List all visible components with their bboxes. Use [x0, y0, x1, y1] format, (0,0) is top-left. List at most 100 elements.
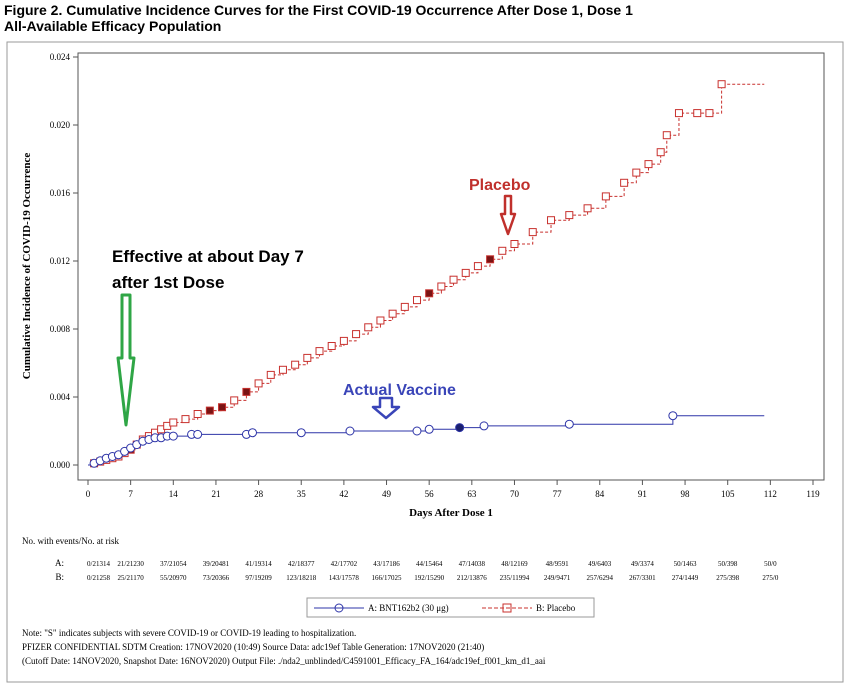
risk-cell: 25/21170 [118, 574, 145, 582]
x-tick-label: 14 [169, 489, 179, 499]
risk-cell: 257/6294 [587, 574, 614, 582]
x-tick-label: 21 [211, 489, 220, 499]
x-tick-label: 56 [425, 489, 435, 499]
figure-title-line2: All-Available Efficacy Population [4, 18, 222, 34]
risk-cell: 97/19209 [245, 574, 272, 582]
risk-cell: 49/6403 [588, 560, 611, 568]
y-axis-label: Cumulative Incidence of COVID-19 Occurre… [21, 153, 33, 380]
vaccine-point [296, 428, 306, 438]
placebo-point [717, 80, 726, 89]
risk-row-label: A: [55, 558, 64, 568]
placebo-point [376, 316, 385, 325]
placebo-point [364, 323, 373, 332]
x-tick-label: 0 [86, 489, 91, 499]
risk-cell: 267/3301 [629, 574, 656, 582]
risk-cell: 123/18218 [286, 574, 316, 582]
y-axis: 0.000 0.004 0.008 0.012 0.016 0.020 0.024 [50, 52, 78, 470]
y-tick-label: 0.004 [50, 392, 71, 402]
vaccine-point [455, 423, 465, 433]
x-tick-label: 98 [681, 489, 691, 499]
x-tick-label: 49 [382, 489, 392, 499]
x-axis: 0 7 14 21 28 35 42 49 56 63 70 77 84 91 98 105 112 119 [86, 480, 820, 499]
placebo-point [242, 387, 251, 396]
placebo-point [620, 178, 629, 187]
placebo-point [674, 109, 683, 118]
vaccine-point [168, 431, 178, 441]
placebo-point [473, 262, 482, 271]
risk-cell: 50/1463 [674, 560, 697, 568]
risk-cell: 235/11994 [500, 574, 530, 582]
placebo-point [291, 360, 300, 369]
green-arrow-icon [116, 293, 136, 427]
y-tick-label: 0.020 [50, 120, 71, 130]
risk-cell: 275/398 [716, 574, 739, 582]
risk-cell: 21/21230 [117, 560, 144, 568]
risk-cell: 48/12169 [501, 560, 528, 568]
placebo-point [449, 275, 458, 284]
placebo-point [486, 255, 495, 264]
risk-cell: 42/17702 [331, 560, 358, 568]
risk-cell: 249/9471 [544, 574, 571, 582]
vaccine-point [345, 426, 355, 436]
placebo-point [352, 330, 361, 339]
placebo-point [218, 403, 227, 412]
risk-cell: 49/3374 [631, 560, 654, 568]
risk-cell: 166/17025 [372, 574, 402, 582]
risk-cell: 212/13876 [457, 574, 487, 582]
y-tick-label: 0.008 [50, 324, 71, 334]
risk-table: A: 0/21314 21/21230 37/21054 39/20481 41/1931… [55, 558, 779, 582]
x-tick-label: 84 [595, 489, 605, 499]
risk-cell: 0/21314 [87, 560, 110, 568]
placebo-point [412, 296, 421, 305]
legend-box [306, 597, 595, 618]
vaccine-point [193, 429, 203, 439]
placebo-point [388, 309, 397, 318]
figure-frame [6, 41, 844, 683]
x-tick-label: 7 [128, 489, 133, 499]
risk-cell: 39/20481 [203, 560, 230, 568]
risk-cell: 50/398 [718, 560, 738, 568]
x-tick-label: 91 [638, 489, 647, 499]
placebo-point [601, 192, 610, 201]
placebo-point [266, 370, 275, 379]
vaccine-point [564, 419, 574, 429]
y-tick-label: 0.012 [50, 256, 70, 266]
risk-cell: 44/15464 [416, 560, 443, 568]
risk-cell: 37/21054 [160, 560, 187, 568]
risk-cell: 50/0 [764, 560, 777, 568]
red-arrow-icon [499, 194, 517, 236]
legend-marker-a-icon [334, 603, 344, 613]
vaccine-point [424, 424, 434, 434]
risk-cell: 48/9591 [546, 560, 569, 568]
placebo-point [644, 160, 653, 169]
placebo-point [278, 365, 287, 374]
blue-arrow-icon [371, 396, 401, 420]
x-tick-label: 112 [764, 489, 777, 499]
placebo-point [339, 336, 348, 345]
placebo-point [498, 246, 507, 255]
placebo-point [461, 268, 470, 277]
vaccine-point [668, 411, 678, 421]
risk-cell: 275/0 [762, 574, 778, 582]
x-tick-label: 35 [297, 489, 307, 499]
placebo-point [327, 342, 336, 350]
placebo-point [662, 131, 671, 140]
placebo-point [528, 228, 537, 237]
legend-label-b: B: Placebo [536, 603, 576, 613]
annotation-vaccine: Actual Vaccine [343, 382, 456, 399]
x-tick-label: 77 [553, 489, 563, 499]
placebo-point [705, 109, 714, 118]
legend-label-a: A: BNT162b2 (30 μg) [368, 603, 449, 613]
figure-title: Figure 2. Cumulative Incidence Curves fo… [4, 2, 633, 34]
vaccine-series [88, 411, 765, 468]
risk-cell: 43/17186 [373, 560, 400, 568]
x-axis-label: Days After Dose 1 [409, 507, 493, 519]
x-tick-label: 105 [721, 489, 735, 499]
vaccine-point [412, 426, 422, 436]
risk-cell: 41/19314 [245, 560, 272, 568]
placebo-point [437, 282, 446, 291]
placebo-point [230, 396, 239, 405]
footnote-line1: Note: "S" indicates subjects with severe… [22, 628, 356, 638]
x-tick-label: 42 [339, 489, 348, 499]
